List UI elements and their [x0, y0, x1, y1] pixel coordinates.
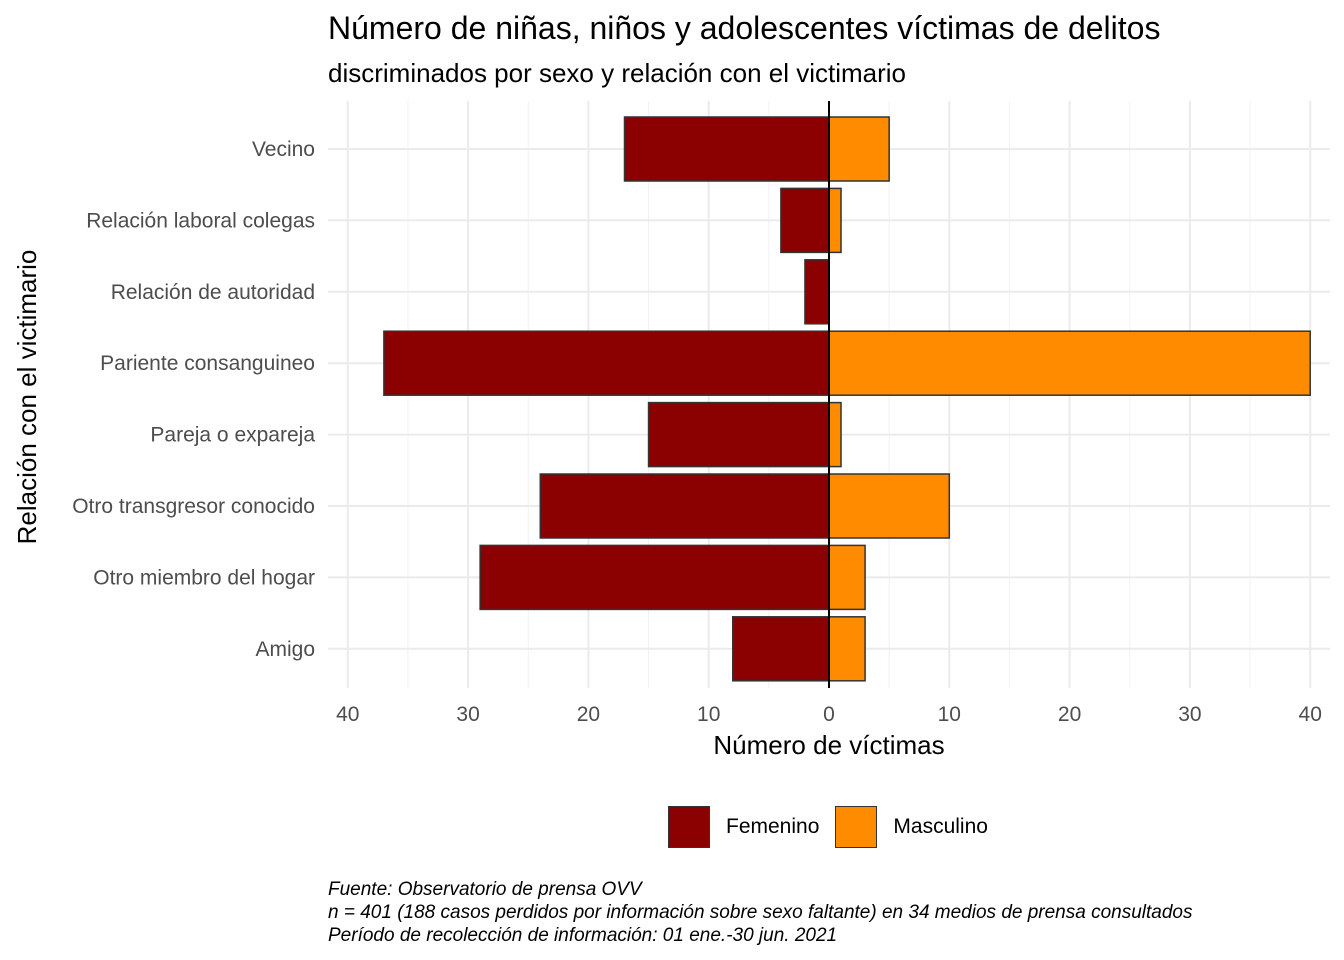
caption-sample: n = 401 (188 casos perdidos por informac… — [328, 902, 1193, 923]
x-tick-label: 40 — [336, 703, 359, 726]
y-tick-label: Relación de autoridad — [111, 281, 315, 304]
y-tick-label: Vecino — [252, 138, 315, 161]
x-tick-label: 20 — [577, 703, 600, 726]
y-tick-label: Otro miembro del hogar — [93, 566, 315, 589]
x-tick-label: 30 — [1178, 703, 1201, 726]
bar-masculino — [828, 401, 842, 468]
x-tick-label: 10 — [697, 703, 720, 726]
bar-femenino — [804, 259, 830, 325]
y-tick-label: Otro transgresor conocido — [72, 495, 315, 518]
bar-masculino — [828, 116, 890, 182]
bar-masculino — [828, 544, 866, 611]
legend-item-femenino: Femenino — [668, 806, 819, 848]
bar-masculino — [828, 330, 1311, 396]
legend: Femenino Masculino — [668, 804, 1004, 850]
legend-key-masculino — [835, 806, 878, 848]
y-tick-label: Relación laboral colegas — [86, 209, 315, 232]
bar-layer — [383, 116, 1311, 682]
bar-femenino — [780, 187, 830, 254]
axis-layer: 40 30 20 10 0 10 20 30 40 Vecino Relación laboral … — [72, 101, 1322, 726]
x-tick-label: 30 — [456, 703, 479, 726]
legend-key-femenino — [668, 806, 710, 848]
y-tick-label: Pariente consanguineo — [100, 352, 315, 375]
x-tick-label: 40 — [1299, 703, 1322, 726]
x-tick-label: 0 — [823, 703, 835, 726]
caption-period: Período de recolección de información: 0… — [328, 925, 838, 946]
bar-femenino — [479, 544, 830, 611]
x-tick-label: 20 — [1058, 703, 1081, 726]
bar-femenino — [647, 401, 830, 468]
bar-femenino — [732, 616, 830, 682]
legend-label-masculino: Masculino — [893, 815, 988, 838]
bar-femenino — [539, 473, 830, 539]
x-axis-title: Número de víctimas — [713, 730, 944, 760]
bar-femenino — [623, 116, 830, 182]
bar-femenino — [383, 330, 830, 396]
chart-subtitle: discriminados por sexo y relación con el… — [328, 58, 907, 88]
caption-source: Fuente: Observatorio de prensa OVV — [328, 879, 642, 900]
y-tick-label: Pareja o expareja — [150, 424, 315, 447]
bar-masculino — [828, 473, 951, 539]
bar-masculino — [828, 187, 842, 254]
bar-masculino — [828, 616, 866, 682]
y-tick-label: Amigo — [255, 638, 315, 661]
y-axis-title: Relación con el victimario — [12, 250, 42, 545]
caption: Fuente: Observatorio de prensa OVV n = 4… — [328, 878, 1193, 947]
legend-item-masculino: Masculino — [835, 806, 988, 848]
x-tick-label: 10 — [938, 703, 961, 726]
chart-title: Número de niñas, niños y adolescentes ví… — [328, 10, 1161, 46]
legend-label-femenino: Femenino — [726, 815, 820, 838]
